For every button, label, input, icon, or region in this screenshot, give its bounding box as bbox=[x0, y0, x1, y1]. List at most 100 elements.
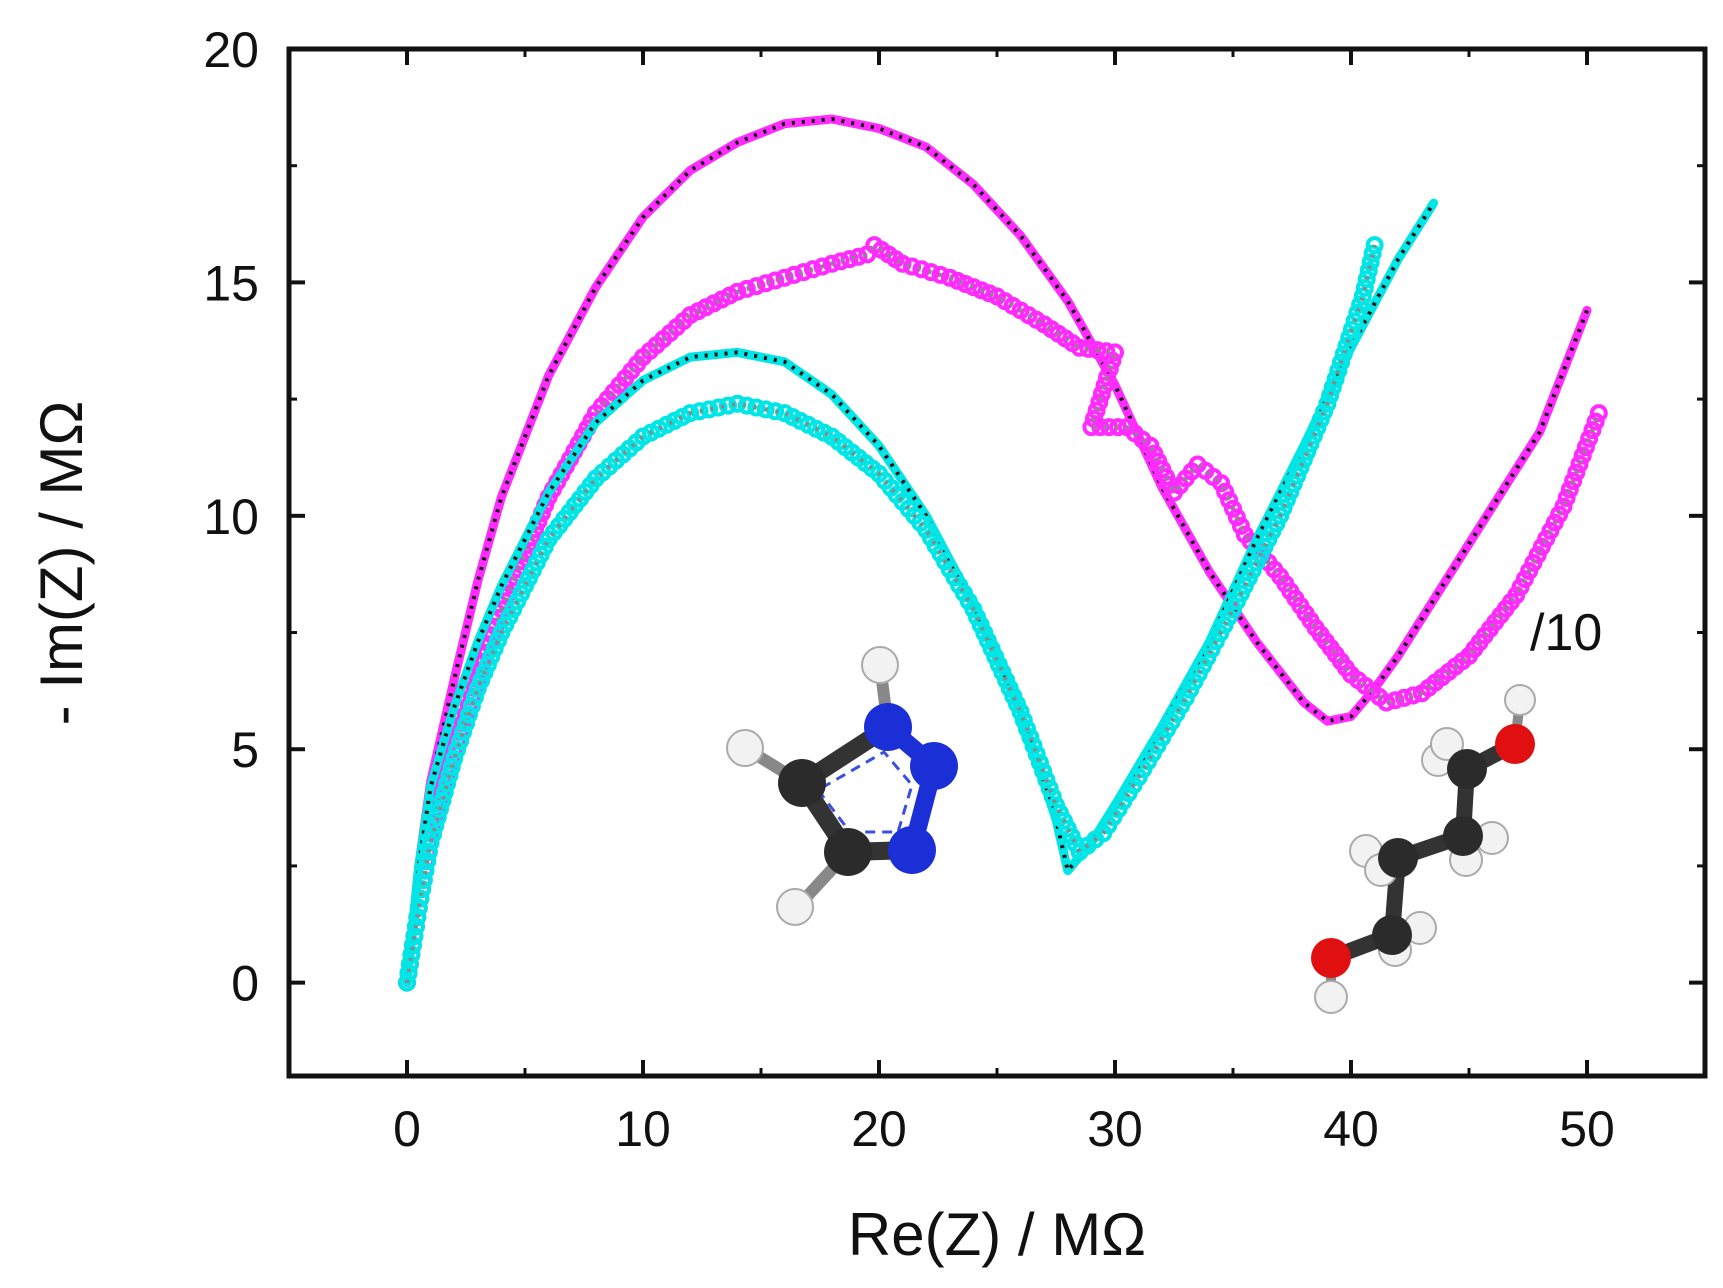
data-point bbox=[1589, 404, 1608, 423]
data-point bbox=[912, 260, 931, 279]
data-point bbox=[1034, 762, 1053, 781]
data-point bbox=[1030, 753, 1049, 772]
data-point bbox=[794, 263, 813, 282]
data-point bbox=[737, 279, 756, 298]
data-point bbox=[1586, 412, 1605, 431]
data-point bbox=[1082, 418, 1101, 437]
data-point bbox=[1321, 386, 1340, 405]
data-point bbox=[457, 714, 475, 733]
y-tick-label: 20 bbox=[203, 22, 259, 78]
y-axis-label: - Im(Z) / MΩ bbox=[28, 401, 95, 726]
y-tick-label: 15 bbox=[203, 255, 259, 311]
data-point bbox=[442, 758, 461, 776]
data-point bbox=[462, 697, 481, 715]
y-tick-label: 0 bbox=[231, 956, 259, 1012]
fit-line bbox=[405, 244, 1377, 983]
data-point bbox=[1332, 353, 1350, 372]
data-point bbox=[803, 260, 822, 279]
data-point bbox=[737, 396, 756, 415]
data-point bbox=[1326, 370, 1345, 388]
data-point bbox=[1037, 770, 1056, 789]
data-point bbox=[1342, 320, 1361, 339]
data-point bbox=[1212, 474, 1231, 493]
triazole-molecule bbox=[726, 646, 958, 926]
data-point bbox=[1095, 376, 1114, 395]
data-point bbox=[1329, 361, 1348, 380]
data-point bbox=[1377, 693, 1396, 712]
data-point bbox=[1573, 446, 1592, 465]
data-point bbox=[1570, 455, 1589, 473]
data-point bbox=[419, 842, 438, 861]
data-point bbox=[465, 688, 484, 707]
data-series bbox=[398, 114, 1608, 992]
data-point bbox=[1355, 278, 1374, 297]
data-point bbox=[1337, 337, 1356, 355]
x-tick-label: 30 bbox=[1087, 1101, 1143, 1157]
data-point bbox=[1109, 418, 1127, 437]
data-point bbox=[1334, 345, 1353, 364]
data-point bbox=[728, 282, 747, 301]
data-point bbox=[1100, 360, 1119, 378]
axis-ticks bbox=[287, 47, 1707, 1076]
data-point bbox=[931, 265, 950, 284]
x-tick-label: 40 bbox=[1323, 1101, 1379, 1157]
data-point bbox=[1103, 351, 1122, 370]
x-tick-label: 20 bbox=[851, 1101, 907, 1157]
data-point bbox=[1348, 303, 1367, 322]
data-point bbox=[747, 277, 766, 296]
data-point bbox=[1011, 702, 1030, 721]
data-point bbox=[418, 852, 437, 871]
data-point bbox=[1554, 497, 1573, 516]
data-point bbox=[1231, 516, 1250, 535]
data-point bbox=[1560, 480, 1579, 499]
data-point bbox=[1043, 787, 1062, 806]
x-axis-label: Re(Z) / MΩ bbox=[848, 1201, 1146, 1268]
data-point bbox=[822, 254, 841, 273]
data-point bbox=[1092, 384, 1111, 403]
data-point bbox=[1024, 736, 1043, 755]
x-tick-label: 0 bbox=[393, 1101, 421, 1157]
data-point bbox=[405, 927, 424, 945]
data-point bbox=[690, 402, 709, 421]
data-point bbox=[454, 723, 472, 742]
data-point bbox=[398, 973, 416, 992]
data-point bbox=[1357, 270, 1376, 289]
data-point bbox=[459, 705, 478, 724]
data-point bbox=[1216, 482, 1235, 501]
data-point bbox=[1090, 393, 1109, 412]
data-point bbox=[1583, 421, 1602, 440]
tick-labels: 0 10 20 30 40 50 0 5 10 15 20 bbox=[203, 22, 1614, 1157]
data-point bbox=[431, 800, 449, 818]
data-point bbox=[1564, 472, 1583, 490]
data-point bbox=[1027, 745, 1046, 764]
data-point bbox=[440, 766, 459, 785]
data-point bbox=[1014, 711, 1033, 730]
data-point bbox=[1087, 401, 1106, 420]
data-point bbox=[1340, 328, 1359, 347]
data-point bbox=[1088, 341, 1107, 360]
data-point bbox=[1404, 686, 1422, 705]
data-point bbox=[766, 402, 785, 421]
y-tick-label: 5 bbox=[231, 722, 259, 778]
x-tick-label: 50 bbox=[1559, 1101, 1615, 1157]
data-point bbox=[1557, 489, 1576, 507]
data-point bbox=[1345, 312, 1364, 331]
data-point bbox=[1323, 378, 1342, 397]
data-point bbox=[1576, 438, 1595, 457]
data-point bbox=[421, 833, 440, 852]
data-line bbox=[402, 114, 1592, 988]
series-0 bbox=[402, 114, 1592, 988]
data-point bbox=[756, 400, 775, 419]
butanediol-molecule bbox=[1311, 684, 1536, 1014]
data-point bbox=[416, 861, 435, 880]
plot-frame bbox=[286, 46, 1708, 1079]
data-point bbox=[1220, 491, 1239, 510]
x-tick-label: 10 bbox=[615, 1101, 671, 1157]
data-point bbox=[408, 908, 427, 927]
data-point bbox=[428, 808, 447, 827]
data-point bbox=[448, 740, 467, 759]
data-point bbox=[1079, 339, 1098, 358]
data-point bbox=[1040, 779, 1059, 798]
data-point bbox=[921, 263, 940, 282]
